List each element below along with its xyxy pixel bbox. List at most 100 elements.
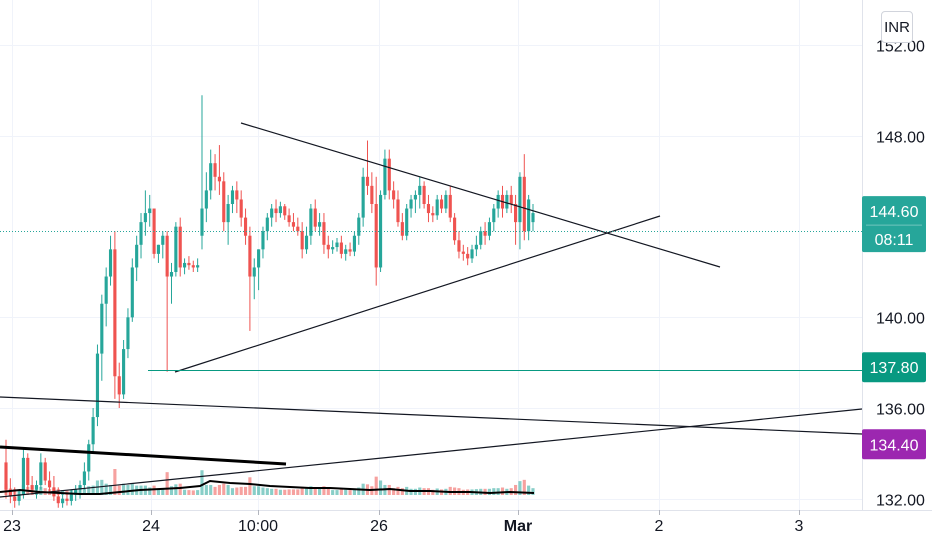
volume-bar [348,490,352,495]
volume-bar [122,483,126,495]
volume-bar [169,486,174,495]
currency-button[interactable]: INR [881,11,913,43]
candle [165,231,169,372]
candle-body [444,194,448,209]
candle [243,208,248,245]
volume-bar [222,483,226,495]
volume-bar [117,485,121,495]
candle-body [187,262,191,266]
volume-bar [287,489,291,495]
candle [261,226,265,259]
candle [409,194,413,218]
candle [487,217,492,241]
candle-body [344,249,348,254]
volume-moving-average [0,479,535,495]
candle [100,294,104,381]
volume-bar [148,487,152,495]
candle [135,235,139,282]
candle [4,439,8,499]
candle-body [152,208,156,254]
volume-bar [352,488,356,495]
candle [143,190,147,236]
candle [235,181,239,214]
candle-body [474,244,478,250]
candle-body [435,199,439,216]
volume-bar [226,484,230,495]
volume-bar [514,484,518,495]
candle [318,213,322,236]
candle [174,222,178,277]
candle [43,457,47,486]
level-tag-green-label: 137.80 [870,360,919,377]
candle-body [95,353,100,418]
last-price-tag-label: 144.60 [870,204,919,221]
candle [296,217,300,236]
candle-body [487,222,492,236]
candle [383,149,387,200]
candle [196,258,200,272]
candle-body [392,190,396,200]
volume-bar [200,470,204,495]
candle [117,362,121,408]
volume-bar [156,489,161,495]
candle [344,244,348,261]
candle [17,489,21,506]
candle-body [47,480,52,488]
time-axis[interactable]: 23 24 10:00 26 Mar 2 3 [0,510,932,535]
candle [461,244,465,261]
volume-bar [270,488,274,495]
last-price-tag[interactable]: 144.60 08:11 [862,196,926,253]
candle-body [174,226,178,272]
candle [322,213,326,254]
candle [435,194,439,220]
candle [348,242,352,257]
volume-bar [178,483,182,495]
candle-body [183,262,187,268]
volume-bar [165,472,169,495]
triangle-upper-trendline[interactable] [240,122,721,268]
long-ascending-trendline[interactable] [0,408,863,498]
candle-body [213,163,217,177]
bold-support-trendline[interactable] [0,445,287,466]
candle-body [505,194,509,209]
candle [248,226,252,331]
candle [431,206,435,223]
candle-body [204,190,208,209]
volume-bar [522,479,526,495]
candle-body [313,208,317,227]
candle-body [439,199,444,209]
volume-bar [431,489,435,495]
candle [514,194,518,245]
grid-layer [0,0,862,510]
volume-bar [191,490,195,495]
candle [87,439,91,481]
candle-body [461,251,465,254]
volume-bar [304,488,309,495]
candle-body [257,249,261,268]
candle-body [69,494,73,501]
candle [61,494,65,508]
candle [265,213,269,241]
volume-bar [183,489,187,495]
triangle-lower-trendline[interactable] [174,215,661,373]
candle-body [531,213,535,223]
candle [108,235,113,286]
candle-body [509,194,513,204]
candle-body [296,226,300,232]
candle-body [514,204,518,223]
candle [378,190,383,272]
candle [413,190,417,214]
level-tag-green[interactable]: 137.80 [862,352,926,383]
candle [400,213,404,241]
volume-bar [243,486,248,495]
level-tag-purple[interactable]: 134.40 [862,429,926,460]
candle [479,226,483,250]
candle [483,222,487,245]
candle [230,185,235,214]
candle [313,199,317,232]
long-descending-trendline[interactable] [0,396,863,435]
last-price-tag-bg [862,196,926,253]
